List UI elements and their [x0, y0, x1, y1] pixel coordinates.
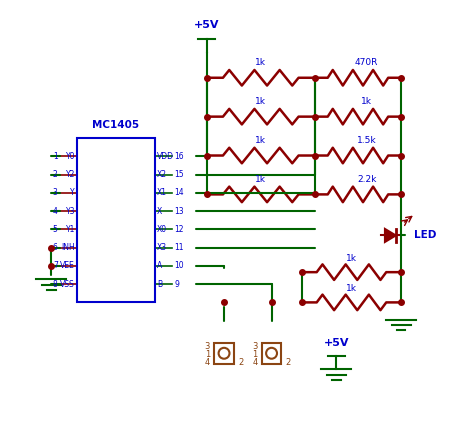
Text: 1k: 1k: [255, 58, 266, 67]
Text: INH: INH: [61, 243, 75, 252]
Text: 1k: 1k: [255, 97, 266, 106]
Text: 3: 3: [252, 342, 257, 351]
Text: X3: X3: [157, 243, 167, 252]
Text: B: B: [157, 280, 162, 289]
Text: Y: Y: [70, 188, 75, 197]
Text: 12: 12: [174, 225, 184, 234]
Text: 2: 2: [286, 358, 291, 366]
Text: 1k: 1k: [346, 284, 357, 293]
Text: 1k: 1k: [255, 136, 266, 145]
Text: 2: 2: [238, 358, 243, 366]
Text: 4: 4: [205, 358, 210, 366]
Text: 1: 1: [205, 350, 210, 359]
Text: 3: 3: [205, 342, 210, 351]
Bar: [77, 138, 155, 302]
Text: 4: 4: [53, 206, 58, 216]
Text: 13: 13: [174, 206, 184, 216]
Text: 5: 5: [53, 225, 58, 234]
Text: X1: X1: [157, 188, 167, 197]
Text: Y1: Y1: [65, 225, 75, 234]
Text: +5V: +5V: [324, 338, 349, 348]
Text: VSS: VSS: [60, 280, 75, 289]
Text: 2.2k: 2.2k: [357, 175, 376, 184]
Text: 8: 8: [53, 280, 58, 289]
Bar: [214, 343, 234, 364]
Text: 14: 14: [174, 188, 184, 197]
Text: 4: 4: [252, 358, 257, 366]
Text: Y0: Y0: [65, 152, 75, 161]
Text: X: X: [157, 206, 162, 216]
Text: 1: 1: [53, 152, 58, 161]
Text: LED: LED: [414, 230, 437, 241]
Text: +5V: +5V: [194, 20, 219, 30]
Text: X0: X0: [157, 225, 167, 234]
Text: 2: 2: [53, 170, 58, 179]
Text: A: A: [157, 261, 162, 270]
Text: 470R: 470R: [355, 58, 378, 67]
Text: VDD: VDD: [157, 152, 174, 161]
Text: 9: 9: [174, 280, 179, 289]
Text: 1.5k: 1.5k: [357, 136, 376, 145]
Text: MC1405: MC1405: [92, 120, 140, 130]
Text: 6: 6: [53, 243, 58, 252]
Text: Y2: Y2: [65, 170, 75, 179]
Text: 1k: 1k: [361, 97, 372, 106]
Text: VEE: VEE: [60, 261, 75, 270]
Text: 3: 3: [53, 188, 58, 197]
Text: 1k: 1k: [255, 175, 266, 184]
Text: 7: 7: [53, 261, 58, 270]
Bar: [262, 343, 281, 364]
Text: 15: 15: [174, 170, 184, 179]
Polygon shape: [385, 229, 396, 242]
Text: 16: 16: [174, 152, 184, 161]
Text: 1: 1: [252, 350, 257, 359]
Text: Y3: Y3: [65, 206, 75, 216]
Text: 1k: 1k: [346, 254, 357, 263]
Text: X2: X2: [157, 170, 167, 179]
Text: 11: 11: [174, 243, 184, 252]
Text: 10: 10: [174, 261, 184, 270]
